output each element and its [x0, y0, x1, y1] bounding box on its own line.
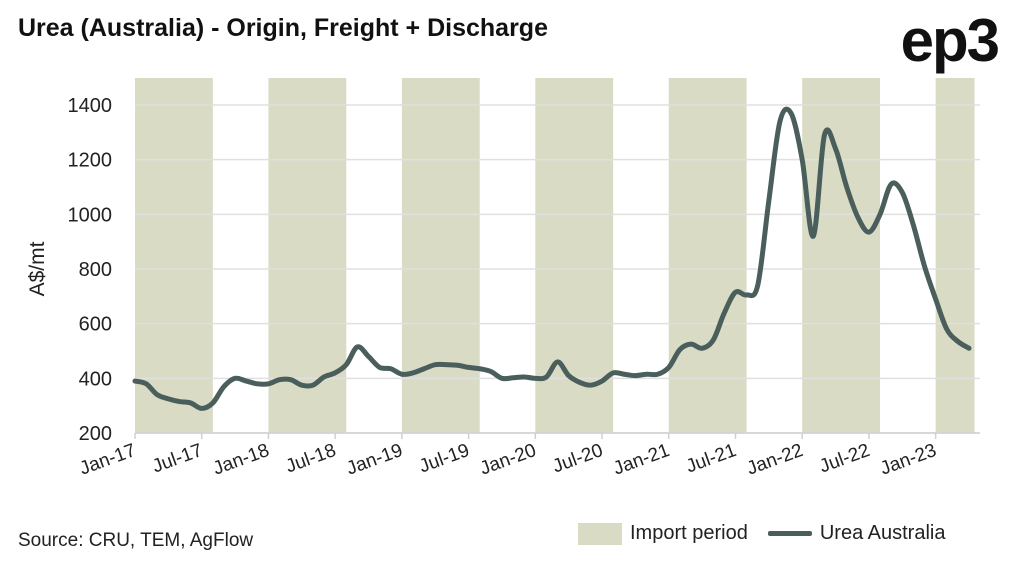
y-tick-label: 600 [79, 314, 112, 336]
y-tick-label: 800 [79, 259, 112, 281]
x-tick-label: Jul-22 [817, 440, 873, 477]
x-tick-label: Jan-17 [77, 440, 139, 480]
chart-title: Urea (Australia) - Origin, Freight + Dis… [18, 14, 548, 42]
legend-swatch-import-period [578, 522, 622, 545]
y-tick-label: 1000 [68, 204, 113, 226]
x-tick-label: Jul-19 [416, 440, 472, 477]
source-note: Source: CRU, TEM, AgFlow [18, 530, 254, 551]
x-tick-label: Jan-21 [611, 440, 673, 480]
y-tick-label: 1200 [68, 150, 113, 172]
x-tick-label: Jul-18 [283, 440, 339, 477]
y-axis-label: A$/mt [26, 241, 49, 296]
x-tick-label: Jan-20 [477, 440, 539, 480]
import-period-band [802, 78, 881, 433]
legend: Import period Urea Australia [578, 522, 945, 545]
import-period-band [935, 78, 975, 433]
x-tick-label: Jan-23 [878, 440, 940, 480]
legend-label-urea-australia: Urea Australia [819, 522, 946, 544]
x-tick-label: Jan-19 [344, 440, 406, 480]
ep3-logo: ep3 [900, 7, 1000, 74]
x-tick-label: Jul-20 [550, 440, 606, 477]
x-tick-label: Jan-22 [744, 440, 806, 480]
x-tick-label: Jul-21 [683, 440, 739, 477]
y-tick-label: 400 [79, 368, 112, 390]
y-tick-label: 200 [79, 423, 112, 445]
import-period-band [401, 78, 480, 433]
y-tick-label: 1400 [68, 95, 113, 117]
import-period-band [668, 78, 747, 433]
x-tick-label: Jul-17 [150, 440, 206, 477]
x-tick-label: Jan-18 [210, 440, 272, 480]
series-line-urea-australia [132, 106, 972, 411]
legend-label-import-period: Import period [630, 522, 748, 544]
import-period-band [135, 78, 213, 433]
legend-swatch-urea-australia [767, 531, 812, 536]
